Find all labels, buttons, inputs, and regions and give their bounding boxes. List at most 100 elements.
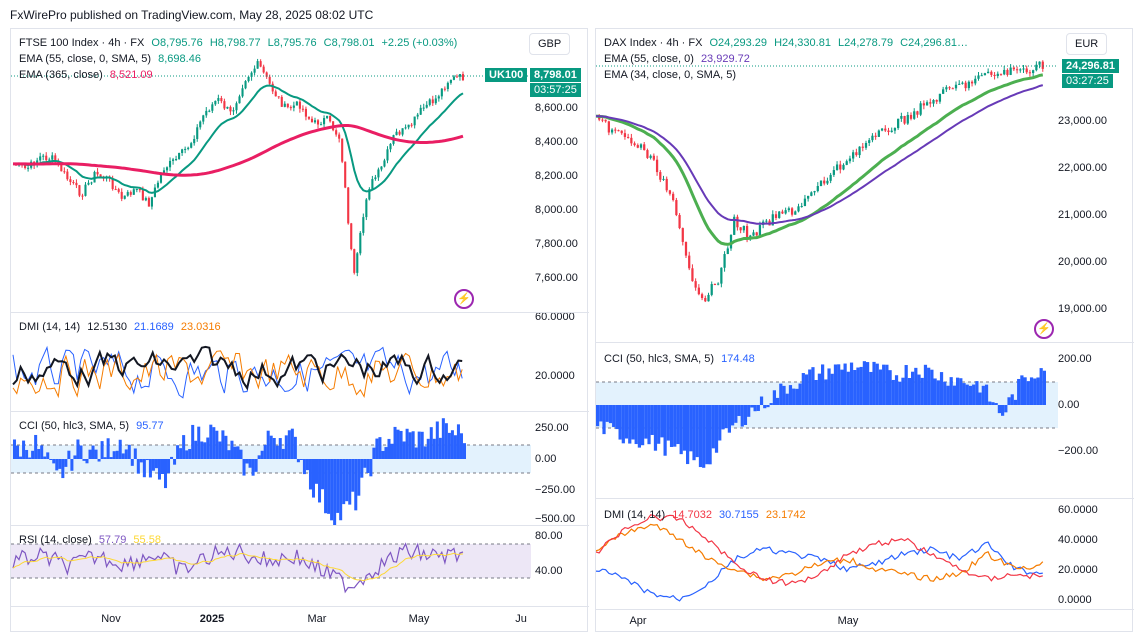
dax-candle — [977, 75, 980, 79]
dax-cci-bar — [978, 392, 982, 405]
dax-candle — [842, 164, 845, 170]
dax-cci-bar — [911, 371, 915, 405]
dax-cci-bar — [988, 401, 992, 405]
dax-ema34-line — [596, 73, 1044, 246]
dax-cci-label[interactable]: CCI (50, hlc3, SMA, 5) — [604, 353, 715, 365]
dax-dmi-pane[interactable]: DMI (14, 14) 14.7032 30.7155 23.1742 60.… — [596, 499, 1134, 609]
ftse-ema1-label[interactable]: EMA (55, close, 0, SMA, 5) — [19, 53, 152, 65]
ftse-cci-bar — [308, 459, 312, 490]
ftse-cci-label[interactable]: CCI (50, hlc3, SMA, 5) — [19, 420, 130, 432]
dax-cci-bar — [840, 369, 844, 405]
dax-candle — [897, 118, 900, 129]
ftse-cci-bar — [19, 456, 23, 459]
ftse-chart-panel[interactable]: FTSE 100 Index · 4h · FX O8,795.76 H8,79… — [10, 28, 589, 633]
ftse-price-pane[interactable]: FTSE 100 Index · 4h · FX O8,795.76 H8,79… — [11, 29, 589, 312]
ftse-price-tick: 7,800.00 — [535, 238, 578, 250]
dax-ema2-label[interactable]: EMA (34, close, 0, SMA, 5) — [604, 69, 737, 81]
ftse-candle — [238, 96, 241, 104]
dax-chart-panel[interactable]: DAX Index · 4h · FX O24,293.29 H24,330.8… — [595, 28, 1134, 633]
ftse-dmi-plus: 21.1689 — [134, 321, 174, 333]
dax-cci-bar — [856, 367, 860, 405]
dax-cci-bar — [653, 405, 658, 451]
ftse-high: H8,798.77 — [209, 37, 261, 49]
ftse-cci-pane[interactable]: CCI (50, hlc3, SMA, 5) 95.77 250.00 0.00… — [11, 412, 589, 525]
ftse-candle — [172, 159, 175, 161]
dax-cci-bar — [772, 390, 776, 405]
tradingview-lightning-icon[interactable]: ⚡ — [454, 289, 474, 309]
ftse-rsi-label[interactable]: RSI (14, close) — [19, 534, 92, 546]
dax-candle — [803, 198, 807, 207]
ftse-cci-bar — [55, 459, 59, 471]
ftse-dmi-axis[interactable]: 60.0000 20.0000 — [535, 313, 589, 411]
ftse-price-tick: 8,400.00 — [535, 136, 578, 148]
ftse-candle — [307, 116, 311, 119]
ftse-dmi-pane[interactable]: DMI (14, 14) 12.5130 21.1689 23.0316 60.… — [11, 313, 589, 411]
ftse-candle — [274, 91, 277, 97]
dax-symbol-title[interactable]: DAX Index · 4h · FX — [604, 37, 703, 49]
dax-candle — [652, 155, 655, 160]
dax-cci-bar — [612, 405, 616, 427]
dax-candle — [932, 100, 935, 104]
dax-dmi-axis[interactable]: 60.0000 40.0000 20.0000 0.0000 — [1058, 499, 1134, 609]
ftse-cci-bar — [118, 439, 122, 459]
dax-candle — [800, 206, 803, 208]
ftse-time-axis[interactable]: Nov 2025 Mar May Ju — [11, 607, 589, 633]
ftse-candle — [232, 110, 235, 112]
ftse-candle — [235, 103, 238, 111]
ftse-candle — [256, 61, 259, 69]
ftse-cci-bar — [290, 428, 294, 459]
dax-cci-bar — [1033, 378, 1037, 405]
dax-candle — [1006, 69, 1009, 75]
ftse-cci-bar — [266, 430, 270, 459]
ftse-price-axis[interactable]: 8,600.00 8,400.00 8,200.00 8,000.00 7,80… — [535, 29, 589, 312]
dax-cci-bar — [994, 403, 998, 405]
dax-candle — [929, 102, 932, 104]
dax-ema1-label[interactable]: EMA (55, close, 0) — [604, 53, 694, 65]
ftse-change: +2.25 (+0.03%) — [381, 37, 458, 49]
dax-cci-bar — [759, 396, 764, 405]
ftse-cci-bar — [13, 439, 17, 459]
dax-candle — [797, 206, 800, 212]
dax-cci-bar — [830, 373, 834, 405]
dax-cci-bar — [965, 384, 969, 405]
ftse-candle — [147, 198, 150, 207]
ftse-ema2-label[interactable]: EMA (365, close) — [19, 69, 103, 81]
dax-candle — [987, 71, 990, 74]
ftse-candle — [419, 107, 422, 115]
dax-candle — [787, 208, 790, 211]
dax-price-pane[interactable]: DAX Index · 4h · FX O24,293.29 H24,330.8… — [596, 29, 1134, 342]
dax-time-axis[interactable]: Apr May — [596, 610, 1134, 633]
dax-cci-bar — [1001, 405, 1005, 416]
dax-candle — [868, 140, 871, 143]
dax-currency-button[interactable]: EUR — [1066, 33, 1108, 55]
ftse-cci-bar — [396, 429, 400, 459]
dax-cci-bar — [1026, 381, 1030, 405]
ftse-candle — [144, 198, 147, 201]
ftse-cci-axis[interactable]: 250.00 0.00 −250.00 −500.00 — [535, 412, 589, 525]
dax-cci-axis[interactable]: 200.00 0.00 −200.00 — [1058, 343, 1134, 498]
dax-cci-pane[interactable]: CCI (50, hlc3, SMA, 5) 174.48 200.00 0.0… — [596, 343, 1134, 498]
ftse-candle — [156, 182, 160, 188]
ftse-dmi-adx-line — [12, 345, 463, 391]
ftse-cci-bar — [88, 449, 92, 459]
ftse-cci-bar — [94, 449, 98, 459]
ftse-rsi-ma-line — [12, 552, 464, 582]
dax-price-axis[interactable]: 23,000.00 22,000.00 21,000.00 20,000.00 … — [1058, 29, 1134, 342]
dax-dmi-label[interactable]: DMI (14, 14) — [604, 509, 666, 521]
dax-candle — [610, 129, 614, 133]
dax-candle — [980, 75, 983, 77]
dax-cci-bar — [837, 364, 841, 405]
ftse-candle — [111, 178, 114, 190]
ftse-symbol-title[interactable]: FTSE 100 Index · 4h · FX — [19, 37, 145, 49]
ftse-legend: FTSE 100 Index · 4h · FX O8,795.76 H8,79… — [19, 35, 461, 83]
ftse-rsi-axis[interactable]: 80.00 40.00 — [535, 526, 589, 606]
ftse-dmi-label[interactable]: DMI (14, 14) — [19, 321, 81, 333]
tradingview-lightning-icon[interactable]: ⚡ — [1034, 319, 1054, 339]
dax-candle — [945, 87, 948, 90]
dax-cci-bar — [666, 405, 670, 441]
dax-candle — [852, 152, 855, 159]
ftse-rsi-pane[interactable]: RSI (14, close) 57.79 55.58 80.00 40.00 — [11, 526, 589, 606]
ftse-currency-button[interactable]: GBP — [529, 33, 571, 55]
dax-candle — [765, 220, 768, 222]
dax-candle — [855, 152, 858, 156]
